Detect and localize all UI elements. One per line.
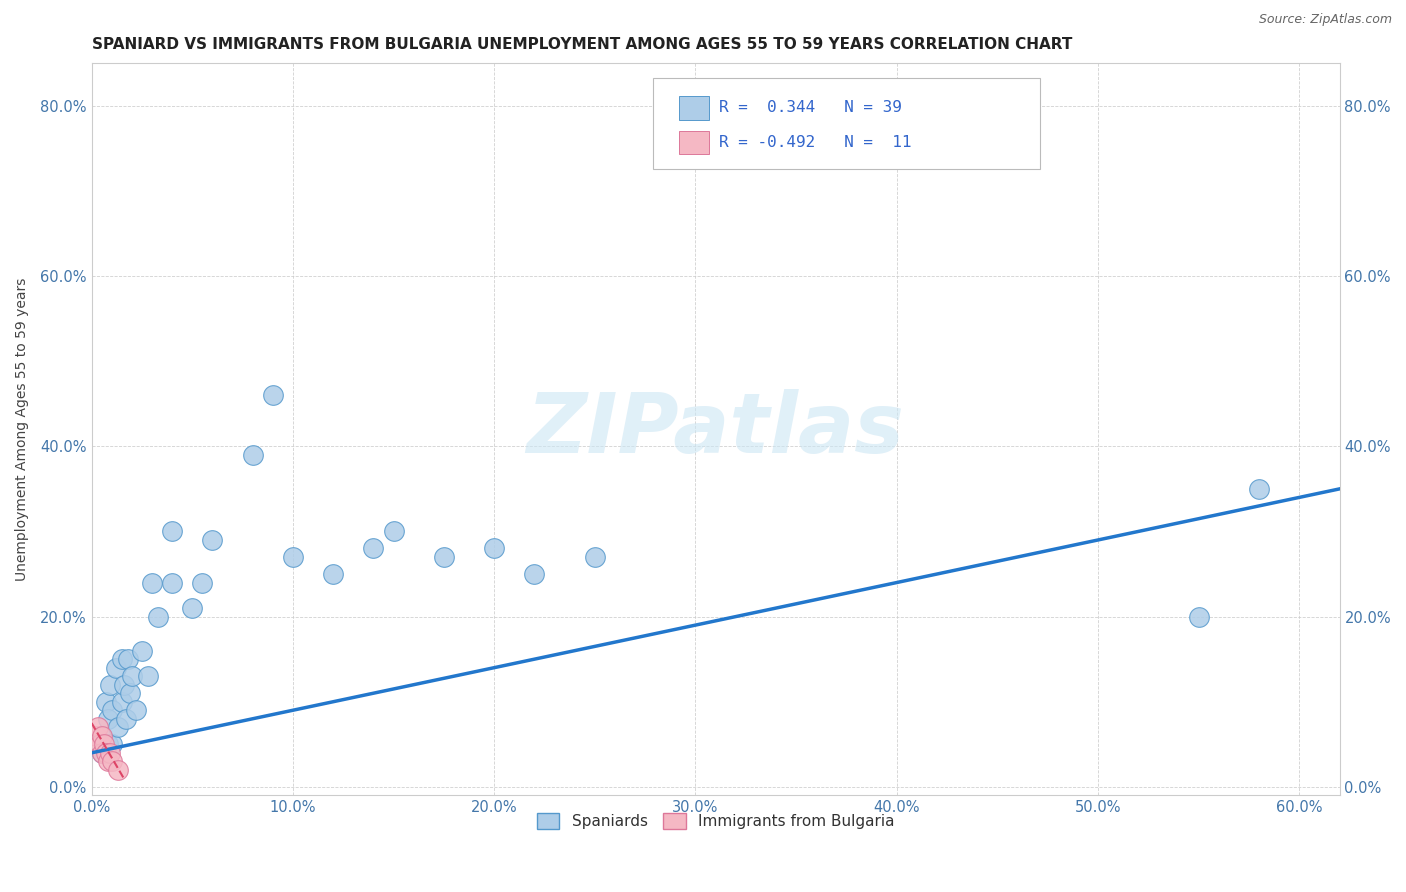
Point (363, 541, 385, 556)
Point (98, 746, 121, 760)
Point (160, 575, 183, 590)
Point (107, 763, 129, 777)
Point (90, 746, 112, 760)
Point (1247, 482, 1270, 496)
Point (114, 712, 136, 726)
Point (141, 575, 163, 590)
Point (97, 737, 120, 751)
Point (111, 652, 134, 666)
Point (90, 729, 112, 743)
Point (201, 533, 224, 547)
Point (262, 388, 284, 402)
Point (191, 575, 214, 590)
Point (523, 567, 546, 582)
Point (100, 703, 122, 717)
Text: SPANIARD VS IMMIGRANTS FROM BULGARIA UNEMPLOYMENT AMONG AGES 55 TO 59 YEARS CORR: SPANIARD VS IMMIGRANTS FROM BULGARIA UNE… (91, 37, 1071, 53)
FancyBboxPatch shape (654, 78, 1040, 169)
Point (94, 746, 117, 760)
Point (136, 669, 159, 683)
Point (86, 720, 108, 734)
Point (117, 652, 139, 666)
Point (1188, 609, 1211, 624)
Point (382, 524, 405, 539)
Point (160, 524, 183, 539)
Point (112, 678, 135, 692)
Point (98, 678, 121, 692)
Point (433, 549, 456, 564)
Point (100, 755, 122, 769)
Y-axis label: Unemployment Among Ages 55 to 59 years: Unemployment Among Ages 55 to 59 years (15, 277, 30, 581)
Point (97, 712, 120, 726)
Point (90, 746, 112, 760)
Point (94, 695, 117, 709)
Point (242, 448, 264, 462)
FancyBboxPatch shape (679, 96, 709, 120)
Point (121, 669, 143, 683)
Legend: Spaniards, Immigrants from Bulgaria: Spaniards, Immigrants from Bulgaria (530, 807, 901, 835)
Text: R =  0.344   N = 39: R = 0.344 N = 39 (720, 101, 903, 115)
Point (90, 729, 112, 743)
Point (97, 755, 120, 769)
Point (118, 686, 141, 700)
Point (107, 720, 129, 734)
Point (104, 661, 127, 675)
FancyBboxPatch shape (679, 130, 709, 154)
Point (482, 541, 505, 556)
Point (84, 729, 107, 743)
Point (100, 737, 122, 751)
Text: R = -0.492   N =  11: R = -0.492 N = 11 (720, 135, 912, 150)
Point (131, 643, 153, 657)
Text: Source: ZipAtlas.com: Source: ZipAtlas.com (1258, 13, 1392, 27)
Text: ZIPatlas: ZIPatlas (527, 389, 904, 470)
Point (583, 549, 606, 564)
Point (93, 737, 115, 751)
Point (322, 567, 344, 582)
Point (146, 609, 169, 624)
Point (281, 549, 304, 564)
Point (181, 601, 204, 615)
Point (111, 695, 134, 709)
Point (89, 737, 111, 751)
Point (125, 703, 148, 717)
